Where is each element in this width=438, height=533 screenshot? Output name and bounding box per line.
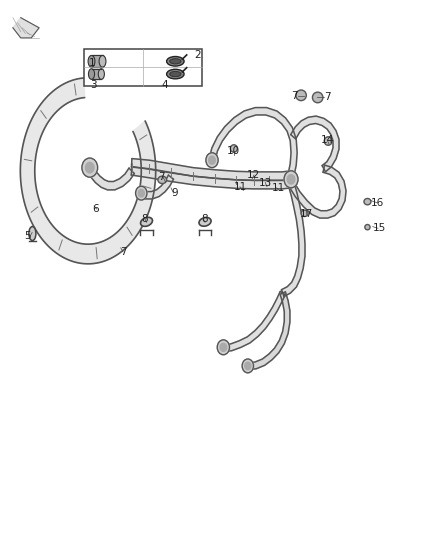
Text: 10: 10 (227, 146, 240, 156)
Ellipse shape (141, 217, 152, 227)
Ellipse shape (230, 145, 237, 152)
Ellipse shape (170, 59, 181, 64)
Ellipse shape (296, 90, 306, 101)
Polygon shape (86, 160, 134, 190)
Ellipse shape (364, 198, 371, 205)
Bar (84, 49, 201, 86)
Ellipse shape (88, 55, 95, 67)
Ellipse shape (166, 69, 184, 79)
Ellipse shape (199, 217, 211, 226)
Ellipse shape (170, 71, 181, 77)
Ellipse shape (98, 69, 104, 79)
Text: 7: 7 (324, 92, 331, 102)
Circle shape (136, 186, 147, 200)
Text: 11: 11 (272, 183, 285, 193)
Polygon shape (92, 69, 101, 79)
Polygon shape (223, 292, 285, 352)
Text: 7: 7 (291, 91, 297, 101)
Circle shape (242, 359, 254, 373)
Ellipse shape (365, 224, 370, 230)
Ellipse shape (312, 92, 323, 103)
Ellipse shape (158, 176, 166, 183)
Text: 1: 1 (89, 59, 95, 68)
Polygon shape (92, 55, 102, 67)
Polygon shape (140, 175, 173, 199)
Text: 12: 12 (247, 170, 261, 180)
Text: 8: 8 (141, 214, 148, 224)
Polygon shape (289, 165, 346, 218)
Polygon shape (282, 182, 305, 296)
Polygon shape (291, 116, 339, 172)
Text: 9: 9 (171, 188, 178, 198)
Circle shape (206, 153, 218, 167)
Text: 15: 15 (373, 223, 386, 233)
Text: 5: 5 (25, 231, 31, 241)
Ellipse shape (166, 56, 184, 66)
Text: 6: 6 (92, 204, 99, 214)
Polygon shape (131, 167, 291, 189)
Circle shape (82, 158, 98, 177)
Circle shape (287, 175, 295, 184)
Polygon shape (247, 292, 290, 370)
Text: 2: 2 (194, 50, 201, 60)
Circle shape (85, 163, 94, 173)
Ellipse shape (99, 55, 106, 67)
Text: 11: 11 (233, 182, 247, 192)
Text: 4: 4 (161, 80, 168, 90)
Text: 14: 14 (321, 135, 334, 145)
Circle shape (208, 156, 215, 164)
Polygon shape (20, 78, 155, 264)
Ellipse shape (301, 210, 308, 216)
Circle shape (138, 189, 145, 197)
Circle shape (245, 362, 251, 370)
Circle shape (284, 171, 298, 188)
Ellipse shape (324, 137, 332, 146)
Text: 13: 13 (259, 177, 272, 188)
Text: 16: 16 (371, 198, 384, 208)
Polygon shape (13, 18, 39, 38)
Polygon shape (209, 108, 297, 176)
Ellipse shape (88, 69, 95, 79)
Text: 8: 8 (202, 214, 208, 224)
Polygon shape (131, 159, 291, 180)
Text: 7: 7 (158, 172, 165, 182)
Circle shape (217, 340, 230, 355)
Circle shape (220, 343, 227, 351)
Ellipse shape (29, 227, 36, 240)
Text: 7: 7 (120, 247, 127, 256)
Text: 17: 17 (300, 209, 313, 220)
Text: 3: 3 (90, 80, 96, 90)
